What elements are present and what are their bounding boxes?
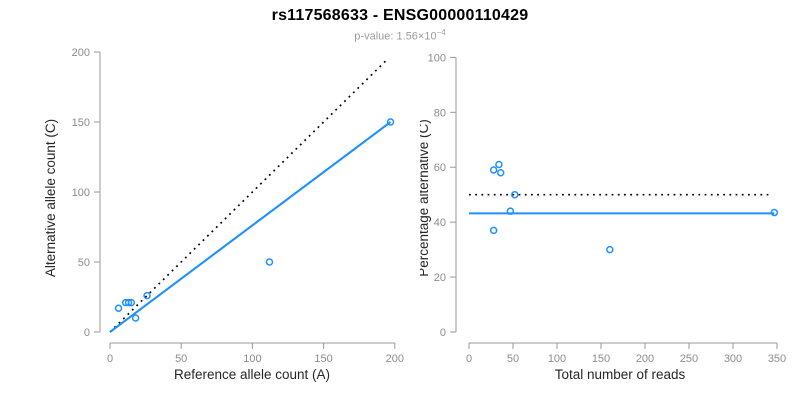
data-point bbox=[114, 304, 123, 312]
right-scatter-plot: 0 50 100 150 200 250 300 350 0 20 40 60 80 100 Total n… bbox=[420, 52, 786, 382]
data-point bbox=[131, 314, 140, 322]
y-tick-label: 60 bbox=[434, 162, 446, 174]
data-point bbox=[489, 166, 498, 174]
y-axis-title: Alternative allele count (C) bbox=[43, 119, 58, 277]
x-tick-label: 300 bbox=[724, 353, 742, 365]
data-point bbox=[489, 226, 498, 235]
data-point bbox=[127, 298, 136, 307]
y-tick-label: 40 bbox=[434, 217, 446, 229]
x-tick-label: 200 bbox=[386, 353, 404, 365]
data-point bbox=[386, 118, 395, 126]
x-tick-label: 0 bbox=[466, 353, 472, 365]
x-axis-title: Reference allele count (A) bbox=[174, 367, 330, 382]
y-tick-label: 0 bbox=[440, 327, 446, 339]
x-tick-label: 100 bbox=[548, 353, 566, 365]
x-tick-label: 50 bbox=[175, 353, 187, 365]
data-point bbox=[265, 258, 274, 266]
y-tick-label: 100 bbox=[428, 52, 446, 64]
y-tick-label: 80 bbox=[434, 107, 446, 119]
x-tick-label: 100 bbox=[243, 353, 261, 365]
x-tick-label: 350 bbox=[768, 353, 786, 365]
figure-header: rs117568633 - ENSG00000110429 p-value: 1… bbox=[0, 0, 800, 43]
x-tick-label: 150 bbox=[314, 353, 332, 365]
x-tick-label: 200 bbox=[636, 353, 654, 365]
pvalue-exponent: −4 bbox=[436, 28, 446, 37]
figure-subtitle: p-value: 1.56×10−4 bbox=[0, 28, 800, 43]
data-point bbox=[496, 168, 505, 177]
y-axis-title: Percentage alternative (C) bbox=[420, 119, 431, 277]
data-point bbox=[495, 160, 503, 169]
data-point bbox=[606, 245, 614, 254]
left-scatter-plot: 0 50 100 150 200 0 50 100 150 200 Reference allele… bbox=[43, 47, 404, 382]
y-tick-label: 50 bbox=[78, 257, 90, 269]
pvalue-label: p-value: bbox=[354, 30, 397, 43]
x-tick-label: 150 bbox=[592, 353, 610, 365]
y-tick-label: 0 bbox=[84, 327, 90, 339]
data-point bbox=[511, 190, 519, 199]
identity-line bbox=[109, 58, 389, 333]
x-tick-label: 0 bbox=[107, 353, 113, 365]
x-tick-label: 50 bbox=[507, 353, 519, 365]
data-point bbox=[143, 291, 151, 300]
x-axis-title: Total number of reads bbox=[555, 367, 686, 382]
fit-line bbox=[109, 121, 392, 333]
data-point bbox=[124, 298, 133, 307]
data-point bbox=[770, 208, 779, 217]
y-tick-label: 100 bbox=[72, 187, 90, 199]
y-tick-label: 20 bbox=[434, 272, 446, 284]
data-point bbox=[506, 207, 515, 215]
x-tick-label: 250 bbox=[680, 353, 698, 365]
y-tick-label: 200 bbox=[72, 47, 90, 59]
pvalue-mantissa: 1.56×10 bbox=[396, 30, 437, 43]
figure-title: rs117568633 - ENSG00000110429 bbox=[271, 7, 529, 24]
y-tick-label: 150 bbox=[72, 117, 90, 129]
